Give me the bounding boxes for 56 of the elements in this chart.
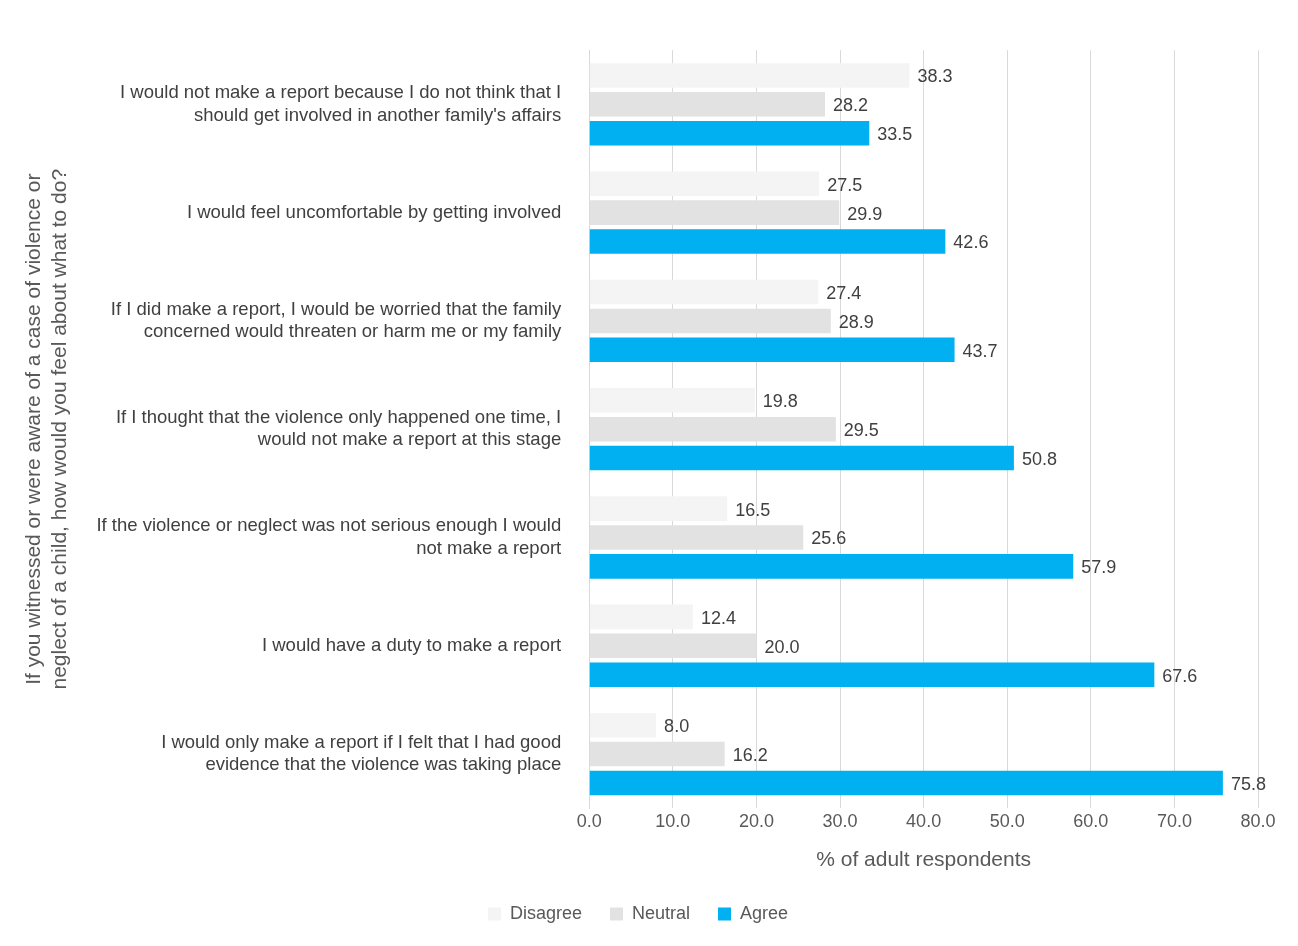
data-label: 42.6 (953, 232, 989, 253)
x-tick-label: 20.0 (738, 810, 774, 831)
data-label: 67.6 (1162, 665, 1198, 686)
y-tick-label: I would only make a report if I felt that I had good evidence that the violence was taking place (161, 731, 562, 775)
data-label: 27.4 (826, 283, 862, 304)
x-tick-label: 30.0 (822, 810, 858, 831)
y-tick-label: I would feel uncomfortable by getting involved (186, 200, 562, 222)
x-axis-title: % of adult respondents (816, 847, 1032, 871)
data-label: 50.8 (1021, 449, 1057, 470)
bar (589, 770, 1223, 796)
data-label: 19.8 (762, 391, 798, 412)
bar (589, 337, 955, 363)
bar (589, 662, 1155, 687)
bar (589, 171, 820, 197)
y-tick-label: If I did make a report, I would be worried that the family concerned would threaten or harm me or my family (110, 297, 562, 342)
x-tick-label: 10.0 (655, 810, 691, 831)
legend-label: Agree (740, 902, 789, 923)
data-label: 28.2 (832, 95, 869, 116)
data-label: 25.6 (811, 528, 847, 549)
data-label: 33.5 (877, 124, 913, 145)
legend-label: Neutral (631, 902, 691, 923)
y-tick-label: If the violence or neglect was not serious enough I would not make a report (96, 514, 562, 558)
data-label: 29.5 (843, 420, 879, 441)
data-label: 38.3 (917, 66, 953, 87)
y-axis-title: If you witnessed or were aware of a case of violence or neglect of a child, how would you feel about what to do? (21, 168, 70, 690)
bar (589, 712, 657, 738)
x-tick-label: 40.0 (906, 810, 942, 831)
bar (589, 604, 693, 630)
bar (589, 554, 1074, 579)
data-label: 43.7 (962, 340, 998, 361)
x-tick-label: 80.0 (1240, 810, 1276, 831)
data-label: 57.9 (1081, 557, 1117, 578)
bar (589, 63, 910, 88)
x-tick-label: 50.0 (989, 810, 1025, 831)
data-label: 16.5 (735, 499, 771, 520)
bar (589, 388, 755, 413)
y-tick-label: I would have a duty to make a report (261, 633, 562, 655)
data-label: 8.0 (664, 716, 690, 737)
data-label: 27.5 (827, 174, 863, 195)
bar (589, 279, 819, 305)
data-label: 29.9 (847, 203, 883, 224)
data-label: 20.0 (764, 636, 800, 657)
x-tick-label: 70.0 (1156, 810, 1192, 831)
y-tick-label: I would not make a report because I do not think that I should get involved in another family's affairs (120, 81, 562, 125)
legend-label: Disagree (509, 902, 582, 923)
data-label: 16.2 (732, 745, 768, 766)
x-tick-label: 0.0 (576, 810, 602, 831)
bar (589, 445, 1014, 471)
bar (589, 120, 870, 146)
data-label: 75.8 (1230, 773, 1266, 794)
y-tick-label: If I thought that the violence only happened one time, I would not make a report at this stage (115, 406, 562, 450)
data-label: 28.9 (838, 311, 874, 332)
bar (589, 229, 946, 254)
bar (589, 496, 728, 521)
data-label: 12.4 (700, 607, 736, 628)
x-tick-label: 60.0 (1073, 810, 1109, 831)
